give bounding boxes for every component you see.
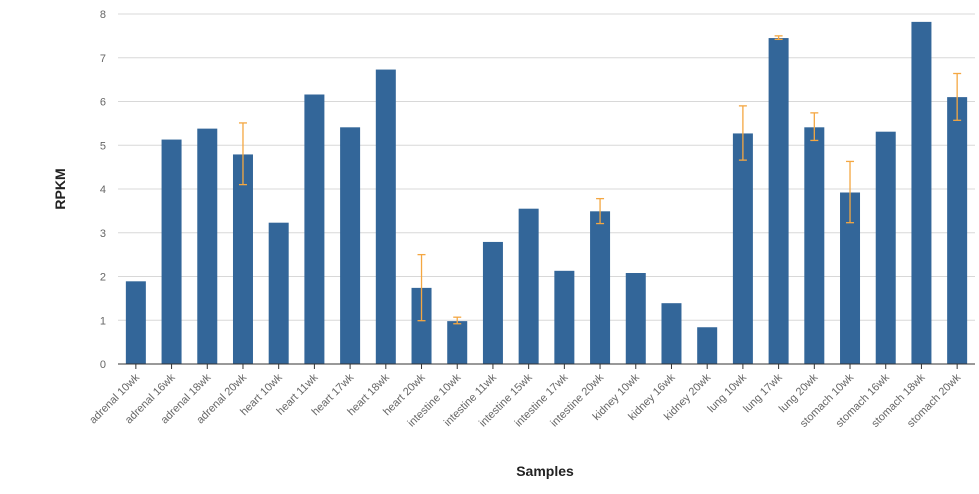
error-bar <box>810 112 819 142</box>
y-tick-label: 8 <box>100 9 106 21</box>
x-axis-title: Samples <box>516 463 574 479</box>
error-bar <box>738 105 747 161</box>
bar <box>411 287 432 364</box>
bar <box>697 327 718 364</box>
error-bar <box>238 122 247 186</box>
bar <box>447 321 468 364</box>
y-axis-title: RPKM <box>52 168 68 209</box>
bar <box>661 303 682 364</box>
bar <box>232 154 253 364</box>
y-tick-label: 4 <box>100 184 106 196</box>
y-tick-label: 5 <box>100 140 106 152</box>
error-bars <box>238 35 962 325</box>
bar <box>518 208 539 364</box>
bar <box>947 97 968 364</box>
bar <box>304 94 325 364</box>
bar <box>197 128 218 364</box>
y-tick-label: 1 <box>100 315 106 327</box>
error-bar <box>846 160 855 224</box>
y-tick-label: 3 <box>100 228 106 240</box>
error-bar <box>417 253 426 322</box>
bar <box>340 127 361 364</box>
bar <box>804 127 825 364</box>
bar <box>732 133 753 364</box>
y-tick-label: 0 <box>100 359 106 371</box>
bar <box>375 69 396 364</box>
bar <box>125 281 146 364</box>
error-bar <box>774 35 783 41</box>
bar <box>482 241 503 364</box>
y-tick-label: 7 <box>100 53 106 65</box>
error-bar <box>953 72 962 121</box>
bar <box>590 211 611 364</box>
error-bar <box>453 316 462 325</box>
bar <box>840 192 861 364</box>
bar <box>911 21 932 364</box>
bar <box>768 38 789 364</box>
bar <box>161 139 182 364</box>
gridlines <box>118 13 975 321</box>
bar <box>268 222 289 364</box>
y-tick-label: 2 <box>100 272 106 284</box>
bars <box>125 21 968 364</box>
bar <box>875 131 896 364</box>
bar <box>554 270 575 364</box>
bar <box>625 273 646 364</box>
y-tick-label: 6 <box>100 97 106 109</box>
error-bar <box>596 197 605 225</box>
